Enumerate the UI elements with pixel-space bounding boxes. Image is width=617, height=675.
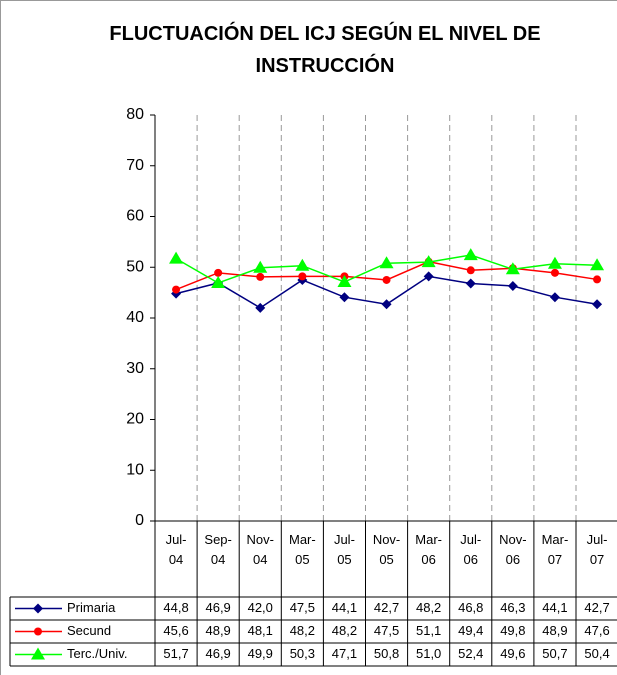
table-value: 46,3: [500, 600, 525, 615]
x-tick-label: Jul-05: [333, 532, 355, 567]
marker: [593, 275, 602, 284]
y-tick-label: 80: [126, 106, 144, 123]
marker: [295, 258, 310, 271]
y-tick-label: 60: [126, 208, 144, 225]
table-value: 49,4: [458, 623, 483, 638]
marker: [169, 251, 184, 264]
table-value: 52,4: [458, 646, 483, 661]
table-value: 44,1: [332, 600, 357, 615]
table-value: 42,0: [248, 600, 273, 615]
marker: [465, 278, 476, 289]
y-tick-label: 10: [126, 461, 144, 478]
x-tick-label: Mar-07: [541, 532, 569, 567]
y-tick-label: 40: [126, 309, 144, 326]
marker: [172, 285, 181, 294]
marker: [214, 268, 223, 277]
table-value: 45,6: [163, 623, 188, 638]
marker: [337, 274, 352, 287]
y-tick-label: 50: [126, 258, 144, 275]
chart-title: FLUCTUACIÓN DEL ICJ SEGÚN EL NIVEL DE IN…: [109, 23, 541, 77]
marker: [382, 275, 391, 284]
table-value: 48,9: [542, 623, 567, 638]
table-value: 51,0: [416, 646, 441, 661]
y-tick-label: 20: [126, 411, 144, 428]
x-tick-label: Mar-06: [415, 532, 442, 567]
x-tick-label: Nov-04: [246, 532, 274, 567]
marker: [379, 256, 394, 269]
x-tick-label: Nov-05: [372, 532, 401, 567]
table-value: 46,8: [458, 600, 483, 615]
marker: [381, 299, 392, 310]
x-tick-label: Mar-05: [288, 532, 316, 567]
legend-label: Secund: [67, 623, 111, 638]
table-value: 48,2: [290, 623, 315, 638]
table-value: 47,5: [290, 600, 315, 615]
marker: [590, 258, 605, 271]
table-value: 46,9: [205, 646, 230, 661]
table-value: 48,2: [332, 623, 357, 638]
table-value: 50,3: [290, 646, 315, 661]
table-value: 44,1: [542, 600, 567, 615]
table-value: 49,6: [500, 646, 525, 661]
table-value: 49,8: [500, 623, 525, 638]
marker: [549, 292, 560, 303]
table-value: 48,2: [416, 600, 441, 615]
marker: [256, 272, 265, 281]
table-value: 51,7: [163, 646, 188, 661]
table-value: 49,9: [248, 646, 273, 661]
x-tick-label: Sep-04: [204, 532, 232, 567]
table-value: 47,6: [584, 623, 609, 638]
marker: [550, 268, 559, 277]
table-value: 42,7: [584, 600, 609, 615]
marker: [421, 255, 436, 268]
table-value: 47,5: [374, 623, 399, 638]
marker: [211, 275, 226, 288]
marker: [547, 256, 562, 269]
marker: [31, 647, 45, 660]
table-value: 46,9: [205, 600, 230, 615]
marker: [466, 266, 475, 275]
marker: [423, 271, 434, 282]
marker: [253, 260, 268, 273]
y-tick-label: 70: [126, 157, 144, 174]
table-value: 42,7: [374, 600, 399, 615]
table-value: 47,1: [332, 646, 357, 661]
marker: [592, 299, 603, 310]
y-tick-label: 0: [135, 512, 144, 529]
x-tick-label: Jul-04: [165, 532, 187, 567]
table-value: 48,9: [205, 623, 230, 638]
marker: [507, 281, 518, 292]
x-tick-label: Nov-06: [499, 532, 527, 567]
marker: [463, 248, 478, 261]
marker: [505, 262, 520, 275]
table-value: 51,1: [416, 623, 441, 638]
legend-label: Primaria: [67, 600, 116, 615]
legend-label: Terc./Univ.: [67, 646, 127, 661]
marker: [255, 302, 266, 313]
x-tick-label: Jul-06: [460, 532, 482, 567]
y-tick-label: 30: [126, 360, 144, 377]
marker: [34, 627, 42, 636]
table-value: 44,8: [163, 600, 188, 615]
table-value: 48,1: [248, 623, 273, 638]
table-value: 50,7: [542, 646, 567, 661]
marker: [339, 292, 350, 303]
marker: [33, 603, 43, 614]
x-tick-label: Jul-07: [586, 532, 608, 567]
marker: [298, 272, 307, 281]
table-value: 50,8: [374, 646, 399, 661]
table-value: 50,4: [584, 646, 609, 661]
